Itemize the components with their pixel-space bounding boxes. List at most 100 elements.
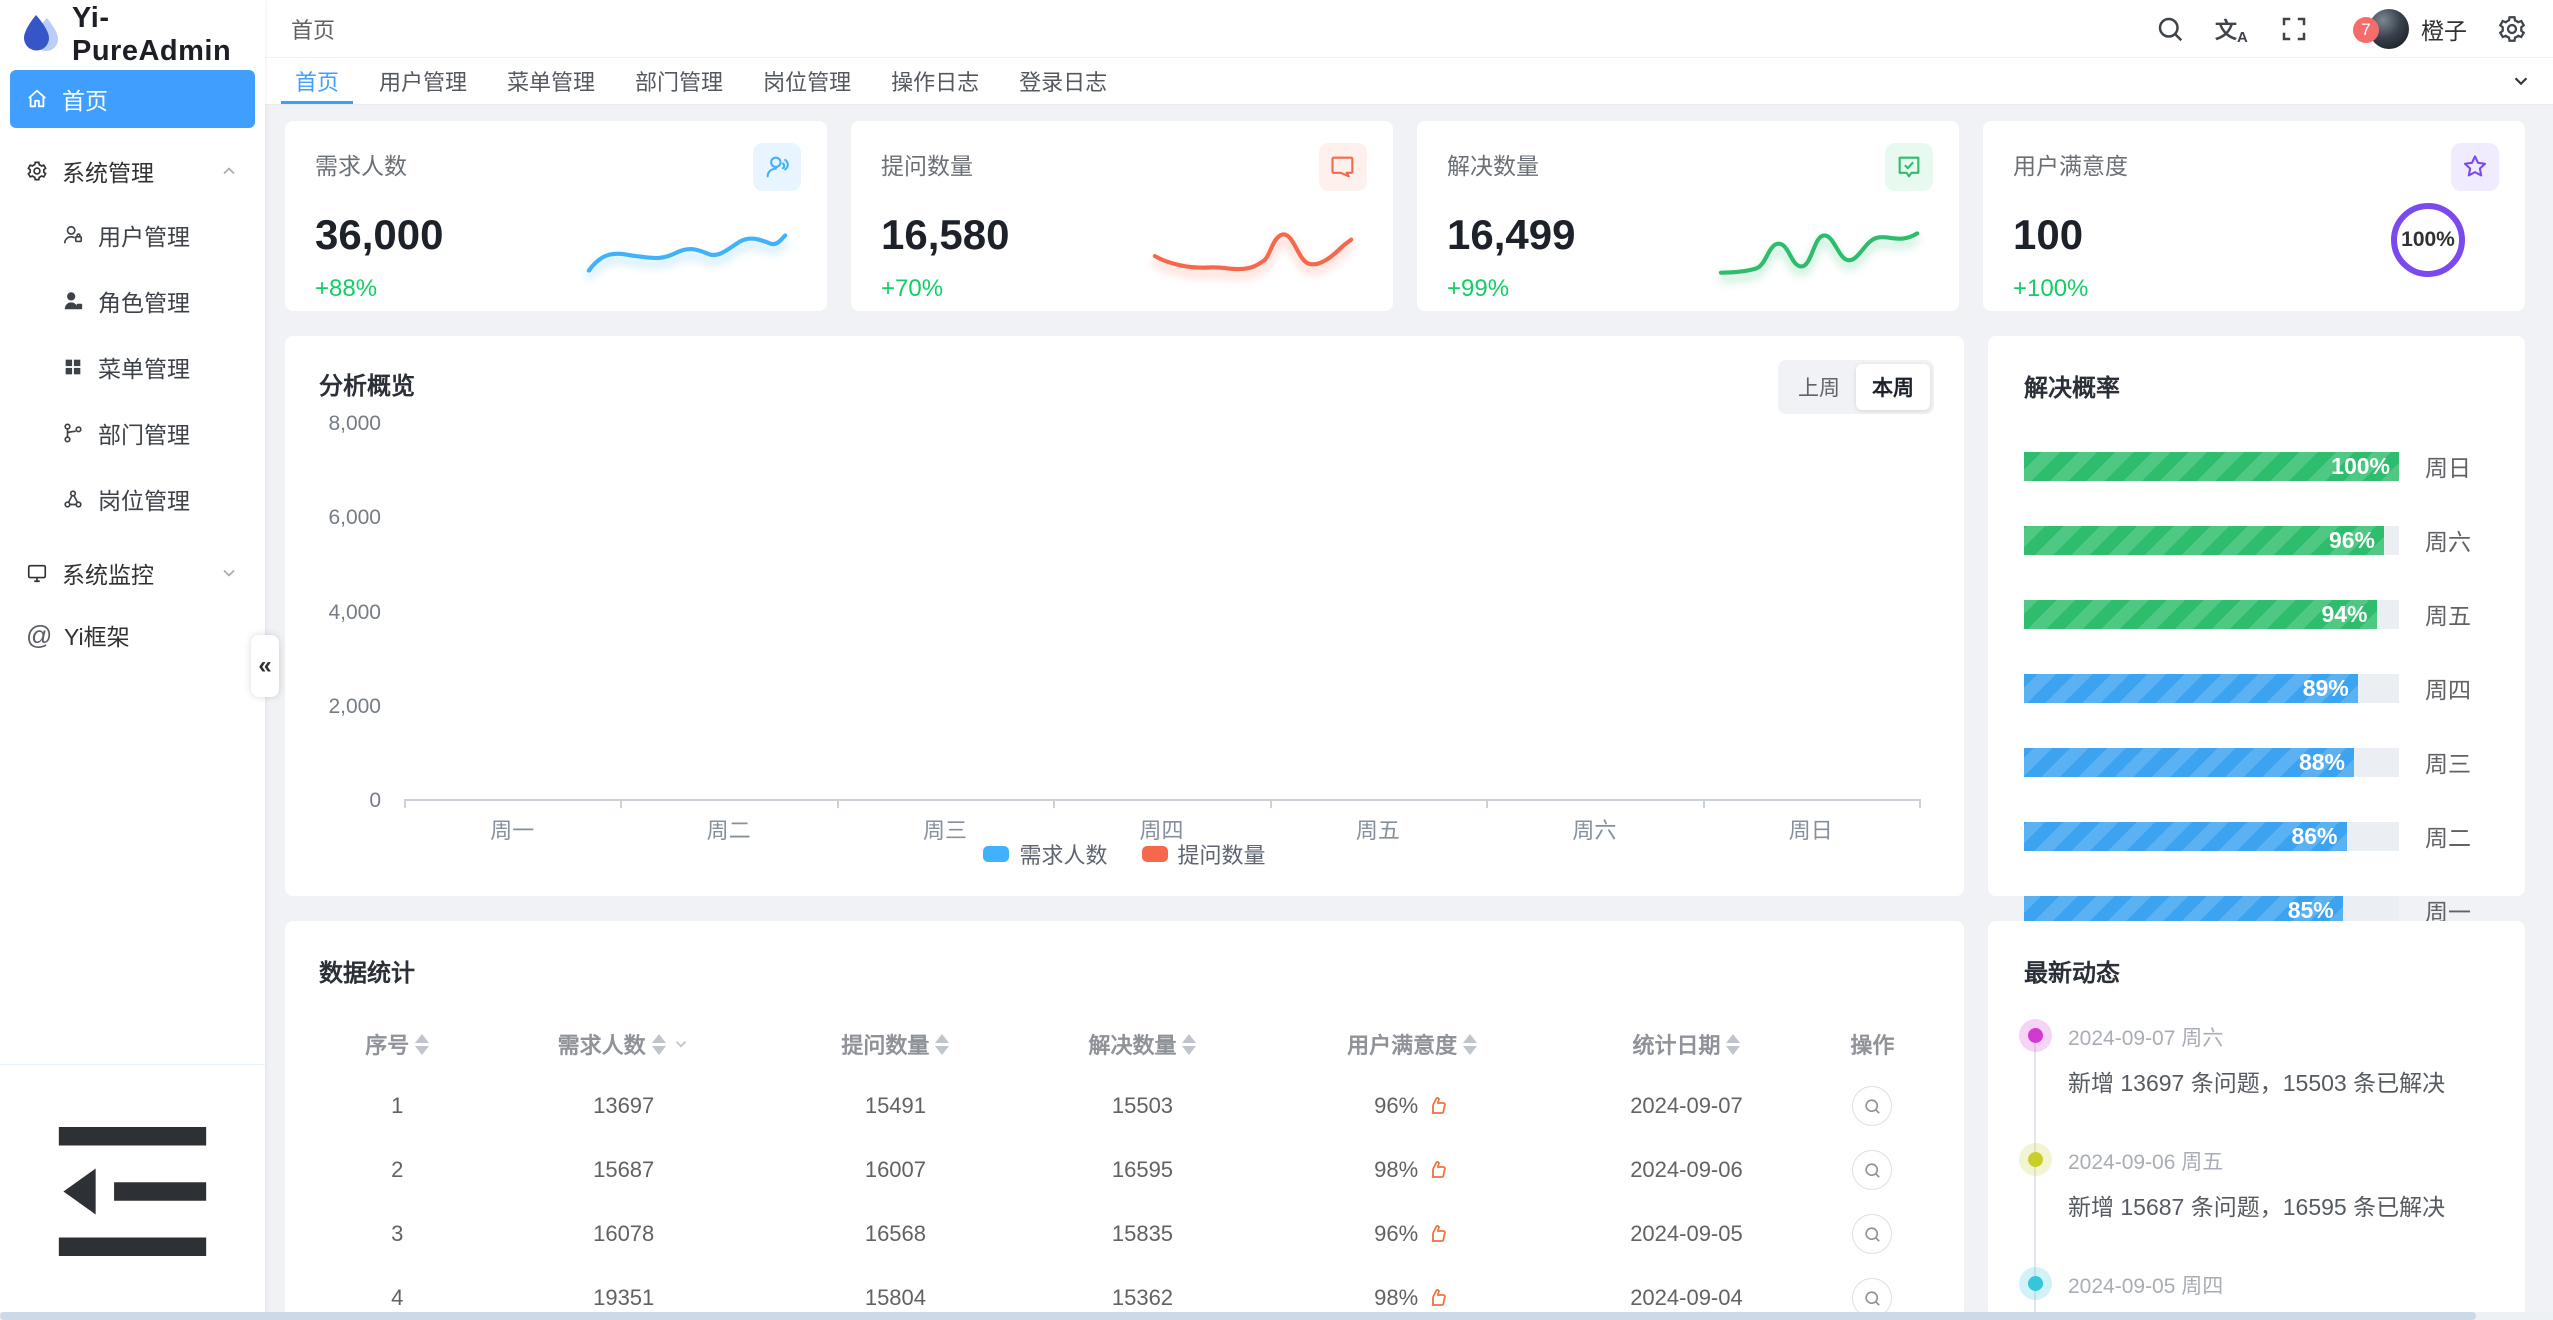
thumbs-up-icon (1426, 1222, 1450, 1246)
timeline-date: 2024-09-05 周四 (2068, 1275, 2224, 1298)
view-row-button[interactable] (1852, 1214, 1893, 1254)
legend-item-question[interactable]: 提问数量 (1141, 838, 1266, 870)
sidebar-item-system-monitor[interactable]: 系统监控 (10, 544, 255, 602)
view-row-button[interactable] (1852, 1150, 1893, 1190)
sort-icon[interactable] (1182, 1033, 1197, 1055)
x-axis-label: 周日 (1788, 818, 1833, 843)
view-row-button[interactable] (1852, 1278, 1893, 1318)
sidebar-item-framework[interactable]: @ Yi框架 (10, 606, 255, 664)
stat-value: 16,580 (881, 211, 1010, 258)
breadcrumb[interactable]: 首页 (291, 17, 336, 43)
sidebar-item-system-mgmt[interactable]: 系统管理 (10, 142, 255, 200)
tab-login-log[interactable]: 登录日志 (1019, 70, 1108, 95)
user-filled-icon (62, 290, 84, 312)
sidebar-item-label: 角色管理 (98, 290, 190, 316)
sidebar-item-label: 用户管理 (98, 224, 190, 250)
sparkline-blue (586, 233, 788, 273)
progress-fill: 88 (2024, 747, 2354, 777)
tab-home[interactable]: 首页 (275, 58, 359, 104)
toggle-last-week[interactable]: 上周 (1798, 377, 1840, 400)
cell-operation (1815, 1266, 1930, 1320)
view-row-button[interactable] (1852, 1086, 1893, 1126)
probability-bars: 100 周日 96 周六 94 周五 89 周四 (2024, 449, 2489, 927)
timeline-date: 2024-09-07 周六 (2068, 1027, 2224, 1050)
system-mgmt-submenu: 用户管理 角色管理 菜单管理 部门管理 (10, 204, 255, 530)
statistics-table-card: 数据统计 序号 需求人数 提问数量 解决数量 用户满意度 统计日期 操作 (285, 921, 1964, 1320)
sidebar-item-menu-mgmt[interactable]: 菜单管理 (10, 336, 255, 398)
sort-icon[interactable] (935, 1033, 950, 1055)
col-header-question[interactable]: 提问数量 (772, 1014, 1019, 1074)
collapse-sidebar-icon[interactable] (22, 1081, 243, 1302)
sidebar-item-label: Yi框架 (64, 624, 130, 650)
x-axis-label: 周一 (490, 818, 535, 843)
tab-options-chevron-icon[interactable] (2489, 58, 2553, 104)
user-menu[interactable]: 橙子 (2369, 8, 2467, 49)
table-row: 1 13697 15491 15503 96% 2024-09-07 (319, 1074, 1930, 1138)
cell-question: 15491 (864, 1093, 927, 1118)
satisfaction-ring: 100% (2391, 203, 2465, 277)
x-axis-tick (1269, 799, 1272, 808)
settings-gear-icon[interactable] (2497, 14, 2527, 44)
bar-chart: 8,000 6,000 4,000 2,000 0 周一 周二 周三 周四 周五 周六 周日 (319, 412, 1934, 843)
tab-user-mgmt[interactable]: 用户管理 (379, 70, 468, 95)
stat-delta: +99% (1447, 275, 1510, 302)
sidebar-item-post-mgmt[interactable]: 岗位管理 (10, 468, 255, 530)
cell-demand: 19351 (593, 1285, 655, 1310)
sidebar-item-dept-mgmt[interactable]: 部门管理 (10, 402, 255, 464)
x-axis-label: 周二 (706, 818, 751, 843)
fullscreen-icon[interactable] (2279, 14, 2309, 44)
horizontal-scrollbar[interactable] (0, 1312, 2553, 1320)
cell-demand: 13697 (593, 1093, 655, 1118)
cell-index: 3 (391, 1221, 404, 1246)
tab-dept-mgmt[interactable]: 部门管理 (635, 70, 724, 95)
translate-zh-glyph: 文 (2215, 17, 2238, 43)
gear-icon (26, 160, 48, 182)
timeline: 2024-09-07 周六 新增 13697 条问题，15503 条已解决 20… (2019, 1019, 2489, 1320)
legend-item-demand[interactable]: 需求人数 (983, 838, 1108, 870)
col-header-demand[interactable]: 需求人数 (475, 1014, 771, 1074)
tab-post-mgmt[interactable]: 岗位管理 (763, 70, 852, 95)
progress-track: 94 (2024, 599, 2399, 629)
progress-fill: 89 (2024, 673, 2358, 703)
cell-index: 2 (391, 1157, 404, 1182)
scrollbar-thumb[interactable] (0, 1312, 2477, 1320)
home-icon (26, 88, 48, 110)
topbar-actions: 文A 7 橙子 (2155, 8, 2527, 49)
sidebar-collapse-handle[interactable]: « (251, 635, 279, 697)
stat-value: 100 (2013, 211, 2084, 258)
legend-label: 需求人数 (1019, 843, 1108, 868)
search-icon[interactable] (2155, 14, 2185, 44)
ring-label: 100% (2401, 228, 2455, 251)
tab-menu-mgmt[interactable]: 菜单管理 (507, 70, 596, 95)
sort-icon[interactable] (1463, 1033, 1478, 1055)
col-header-date[interactable]: 统计日期 (1558, 1014, 1814, 1074)
sort-icon[interactable] (1726, 1033, 1741, 1055)
x-axis-tick (1486, 799, 1489, 808)
sidebar-item-home[interactable]: 首页 (10, 70, 255, 128)
x-axis-tick (1702, 799, 1705, 808)
at-sign-icon: @ (26, 619, 53, 650)
middle-row: 分析概览 上周 本周 8,000 6,000 4,000 2,000 0 周一周… (285, 336, 2525, 925)
day-label: 周四 (2425, 677, 2471, 703)
col-header-solve[interactable]: 解决数量 (1019, 1014, 1266, 1074)
stat-title: 解决数量 (1447, 153, 1539, 179)
sidebar-item-role-mgmt[interactable]: 角色管理 (10, 270, 255, 332)
sidebar-item-user-mgmt[interactable]: 用户管理 (10, 204, 255, 266)
col-header-satisfaction[interactable]: 用户满意度 (1266, 1014, 1558, 1074)
analysis-chart-card: 分析概览 上周 本周 8,000 6,000 4,000 2,000 0 周一周… (285, 336, 1964, 896)
chevron-down-icon (219, 563, 239, 583)
toggle-this-week[interactable]: 本周 (1856, 364, 1930, 410)
logo[interactable]: Yi-PureAdmin (0, 0, 265, 70)
sort-icon[interactable] (651, 1033, 666, 1055)
chevron-up-icon (219, 161, 239, 181)
probability-row: 86 周二 (2024, 819, 2489, 853)
legend-marker (1141, 846, 1168, 862)
day-label: 周六 (2425, 529, 2471, 555)
progress-value: 89 (2303, 675, 2349, 702)
filter-chevron-icon[interactable] (672, 1035, 690, 1053)
tab-op-log[interactable]: 操作日志 (891, 70, 980, 95)
sort-icon[interactable] (415, 1033, 430, 1055)
col-header-index[interactable]: 序号 (319, 1014, 475, 1074)
translate-icon[interactable]: 文A (2215, 13, 2249, 46)
bar-plot: 周一 周二 周三 周四 周五 周六 周日 (404, 424, 1921, 843)
